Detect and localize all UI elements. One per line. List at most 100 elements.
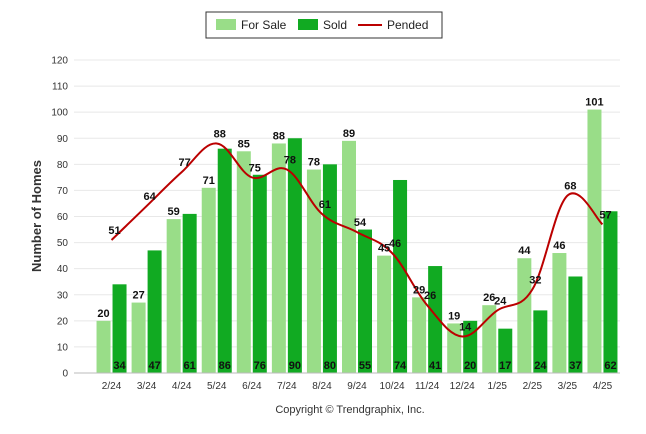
y-axis-ticks: 0 10 20 30 40 50 60 70 80 90 100 110 120: [51, 56, 68, 380]
data-label-pended: 88: [214, 128, 226, 140]
y-tick-label: 110: [52, 82, 68, 93]
bar-for-sale: [377, 255, 392, 373]
bar-for-sale: [412, 297, 427, 373]
y-tick-label: 30: [57, 290, 69, 301]
data-label-sold: 74: [394, 360, 407, 372]
data-label-pended: 26: [424, 290, 436, 302]
data-label-pended: 68: [564, 181, 576, 193]
data-label-for-sale: 89: [343, 128, 355, 140]
data-label-sold: 61: [184, 360, 196, 372]
bar-sold: [463, 320, 478, 373]
data-label-pended: 61: [319, 199, 331, 211]
y-tick-label: 50: [57, 238, 69, 249]
data-labels: 20 34 27 47 59 61 71 86 85 76 88 90 78 80 89 55 45 74 29 41…: [97, 97, 616, 372]
data-label-sold: 20: [464, 360, 476, 372]
data-label-pended: 46: [389, 238, 401, 250]
x-tick-label: 1/25: [488, 381, 508, 392]
data-label-pended: 54: [354, 217, 367, 229]
bar-for-sale: [236, 151, 251, 373]
x-tick-label: 11/24: [415, 381, 440, 392]
y-tick-label: 70: [57, 186, 69, 197]
x-tick-label: 7/24: [277, 381, 297, 392]
bars: [96, 109, 618, 373]
bar-for-sale: [587, 109, 602, 373]
bar-for-sale: [96, 320, 111, 373]
bar-sold: [147, 250, 162, 373]
x-tick-label: 2/25: [523, 381, 543, 392]
legend-swatch-sold: [298, 19, 318, 30]
data-label-pended: 51: [108, 225, 120, 237]
data-label-for-sale: 78: [308, 157, 320, 169]
copyright-footer: Copyright © Trendgraphix, Inc.: [275, 404, 424, 416]
data-label-pended: 77: [179, 157, 191, 169]
data-label-sold: 34: [113, 360, 126, 372]
data-label-sold: 24: [534, 360, 547, 372]
data-label-for-sale: 20: [97, 308, 109, 320]
data-label-for-sale: 26: [483, 292, 495, 304]
x-tick-label: 8/24: [312, 381, 332, 392]
x-tick-label: 3/25: [558, 381, 578, 392]
bar-sold: [568, 276, 583, 373]
y-tick-label: 20: [57, 316, 69, 327]
data-label-for-sale: 44: [518, 245, 531, 257]
data-label-sold: 17: [499, 360, 511, 372]
bar-for-sale: [342, 140, 356, 373]
data-label-for-sale: 85: [238, 138, 250, 150]
data-label-for-sale: 101: [585, 97, 603, 109]
legend-swatch-for-sale: [216, 19, 236, 30]
data-label-sold: 76: [254, 360, 266, 372]
bar-sold: [287, 138, 302, 373]
legend-label-sold: Sold: [323, 18, 347, 32]
bar-sold: [498, 328, 513, 373]
data-label-for-sale: 27: [132, 290, 144, 302]
legend-box: [205, 11, 443, 39]
y-tick-label: 80: [57, 160, 69, 171]
bar-sold: [428, 266, 443, 373]
data-label-sold: 55: [359, 360, 371, 372]
x-tick-label: 4/24: [172, 381, 192, 392]
x-tick-label: 6/24: [242, 381, 262, 392]
bar-for-sale: [201, 187, 216, 373]
data-label-pended: 78: [284, 155, 296, 167]
bar-sold: [322, 164, 337, 373]
data-label-sold: 80: [324, 360, 336, 372]
x-tick-label: 2/24: [102, 381, 122, 392]
y-tick-label: 100: [51, 108, 68, 119]
x-axis-ticks: 2/24 3/24 4/24 5/24 6/24 7/24 8/24 9/24 10/24 11/…: [102, 381, 613, 392]
data-label-sold: 47: [148, 360, 160, 372]
bar-sold: [358, 229, 372, 373]
y-tick-label: 40: [57, 264, 69, 275]
bar-for-sale: [166, 219, 181, 373]
data-label-pended: 64: [143, 191, 156, 203]
bar-for-sale: [517, 258, 532, 373]
data-label-pended: 32: [529, 275, 541, 287]
x-tick-label: 12/24: [450, 381, 475, 392]
data-label-sold: 62: [604, 360, 616, 372]
bar-for-sale: [482, 305, 497, 373]
data-label-for-sale: 46: [553, 240, 565, 252]
bar-sold: [112, 284, 127, 373]
y-axis-title: Number of Homes: [29, 160, 44, 272]
y-tick-label: 120: [51, 56, 68, 67]
x-tick-label: 9/24: [347, 381, 367, 392]
data-label-pended: 75: [249, 162, 261, 174]
bar-sold: [217, 148, 232, 373]
x-tick-label: 3/24: [137, 381, 157, 392]
x-tick-label: 4/25: [593, 381, 613, 392]
x-tick-label: 10/24: [380, 381, 405, 392]
data-label-pended: 14: [459, 321, 472, 333]
legend: For Sale Sold Pended: [205, 11, 443, 39]
data-label-for-sale: 29: [413, 284, 425, 296]
data-label-pended: 24: [494, 295, 507, 307]
bar-for-sale: [552, 253, 567, 373]
legend-label-pended: Pended: [387, 18, 428, 32]
bar-sold: [182, 213, 197, 373]
data-label-sold: 37: [569, 360, 581, 372]
data-label-for-sale: 71: [203, 175, 215, 187]
bar-for-sale: [271, 143, 286, 373]
data-label-pended: 57: [599, 209, 611, 221]
x-tick-label: 5/24: [207, 381, 227, 392]
data-label-for-sale: 88: [273, 130, 285, 142]
legend-label-for-sale: For Sale: [241, 18, 287, 32]
